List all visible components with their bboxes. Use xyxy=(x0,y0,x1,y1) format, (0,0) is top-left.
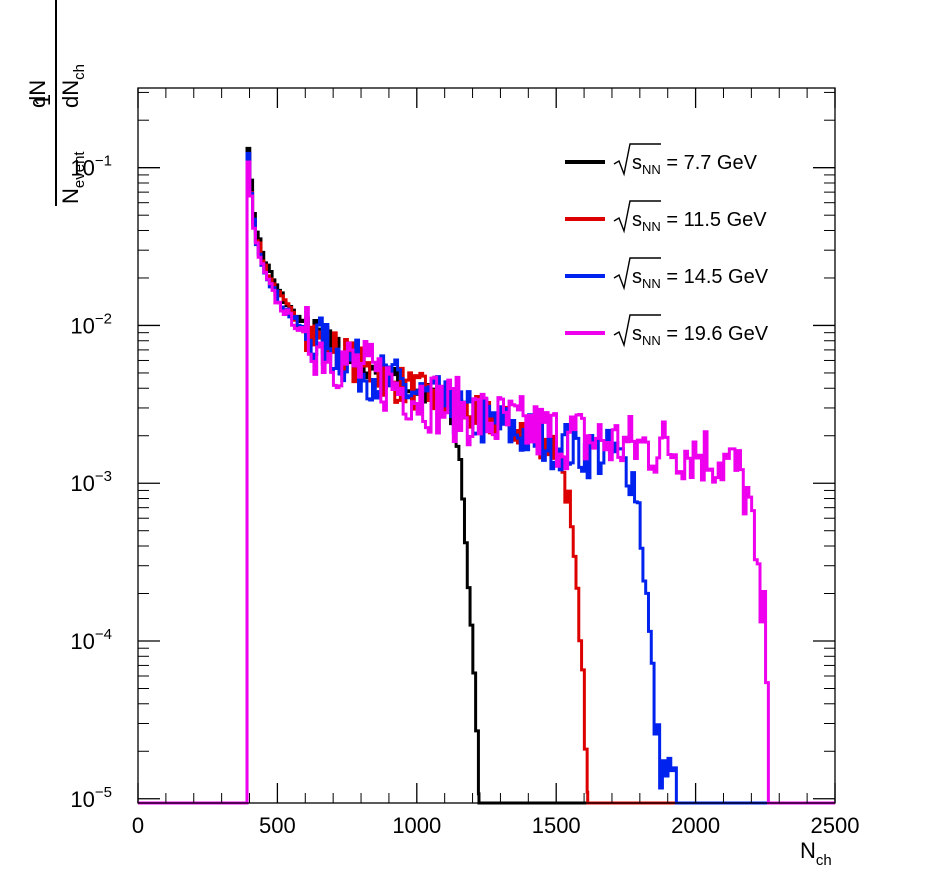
y-tick-label: 10−3 xyxy=(70,468,112,496)
legend-label-s: s xyxy=(632,152,642,174)
y-axis-title-dNch-text: dNch xyxy=(58,64,88,108)
legend-label-value: = 11.5 GeV xyxy=(661,209,767,231)
x-tick-label: 500 xyxy=(259,813,296,838)
y-tick-label-base: 10 xyxy=(70,156,94,181)
legend-label-2: sNN = 11.5 GeV xyxy=(632,209,767,234)
legend-label-value: = 19.6 GeV xyxy=(661,323,769,345)
y-axis-title-event-sub: event xyxy=(71,151,88,189)
y-tick-label-exponent: −5 xyxy=(95,784,112,801)
legend-label-sub: NN xyxy=(642,219,661,234)
y-tick-label-exponent: −2 xyxy=(95,310,112,327)
y-axis-title-dN-text: dN xyxy=(25,80,50,108)
y-axis-title-dNch-dN: dN xyxy=(58,80,83,108)
legend-label-value: = 14.5 GeV xyxy=(661,266,769,288)
series-line-4 xyxy=(138,160,835,805)
legend-label-3: sNN = 14.5 GeV xyxy=(632,266,769,291)
y-tick-label: 10−2 xyxy=(70,310,112,338)
legend-sqrt-symbol xyxy=(613,200,661,234)
series-layer xyxy=(138,146,835,805)
y-tick-label-base: 10 xyxy=(70,629,94,654)
legend-label-value: = 7.7 GeV xyxy=(661,152,758,174)
legend-label-s: s xyxy=(632,266,642,288)
x-axis-title: Nch xyxy=(800,838,832,869)
y-tick-label-exponent: −3 xyxy=(95,468,112,485)
y-axis-title-N: N xyxy=(58,188,83,204)
legend-label-4: sNN = 19.6 GeV xyxy=(632,323,769,348)
legend-label-sub: NN xyxy=(642,162,661,177)
legend-label-s: s xyxy=(632,323,642,345)
y-tick-label-exponent: −4 xyxy=(95,626,112,643)
legend-label-s: s xyxy=(632,209,642,231)
x-axis-title-N: N xyxy=(800,838,816,863)
y-tick-label-base: 10 xyxy=(70,787,94,812)
legend-sqrt-symbol xyxy=(613,257,661,291)
y-tick-label: 10−1 xyxy=(70,153,112,181)
x-tick-label: 1000 xyxy=(392,813,441,838)
y-axis-title: 1 Nevent xyxy=(30,0,88,206)
y-axis-title-dNch: dNch xyxy=(58,64,88,108)
x-tick-label: 2000 xyxy=(671,813,720,838)
y-tick-label: 10−5 xyxy=(70,784,112,812)
legend-label-1: sNN = 7.7 GeV xyxy=(632,152,758,177)
y-tick-label-base: 10 xyxy=(70,471,94,496)
y-axis-title-ch-sub: ch xyxy=(71,64,88,80)
y-axis-title-denominator: Nevent xyxy=(58,151,88,204)
y-axis-title-dN: dN xyxy=(25,80,50,108)
plot-frame xyxy=(137,87,836,804)
y-tick-label: 10−4 xyxy=(70,626,112,654)
y-axis-title-numerator: 1 xyxy=(30,94,55,106)
legend-label-sub: NN xyxy=(642,333,661,348)
x-tick-label: 0 xyxy=(132,813,144,838)
x-tick-label: 2500 xyxy=(811,813,860,838)
y-tick-label-exponent: −1 xyxy=(95,153,112,170)
y-tick-label-base: 10 xyxy=(70,313,94,338)
legend-label-sub: NN xyxy=(642,276,661,291)
x-axis-title-sub: ch xyxy=(816,852,832,869)
legend-sqrt-symbol xyxy=(613,314,661,348)
legend-sqrt-symbol xyxy=(613,143,661,177)
x-tick-label: 1500 xyxy=(532,813,581,838)
